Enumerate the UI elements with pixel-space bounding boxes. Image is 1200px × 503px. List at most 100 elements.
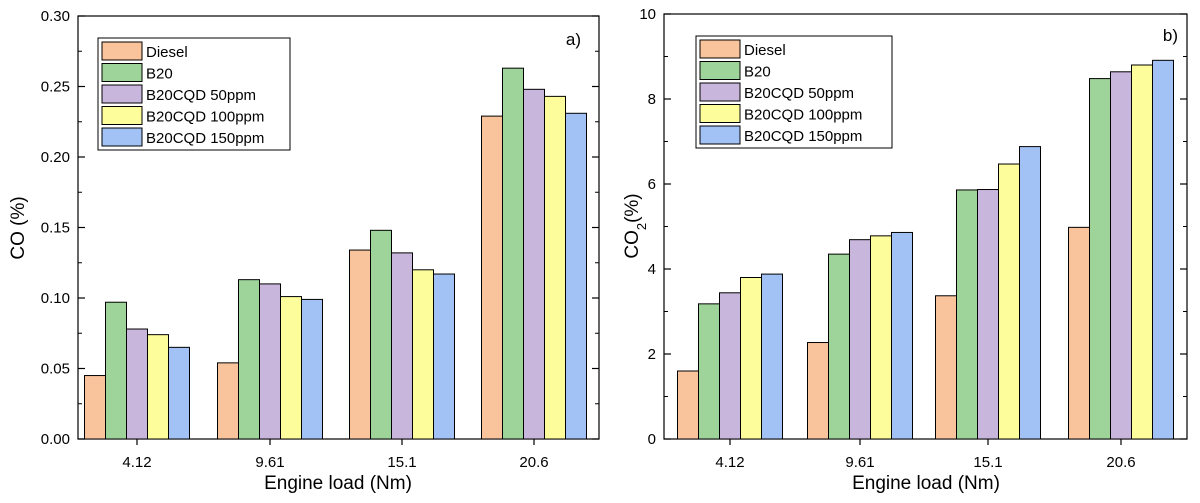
bars-b bbox=[677, 59, 1174, 440]
bar-b-b20cqd-100ppm-9.61 bbox=[870, 235, 892, 440]
bar-b-diesel-4.12 bbox=[677, 370, 699, 440]
y-ticks-a: 0.00 0.05 0.10 0.15 0.20 0.25 0.30 bbox=[41, 8, 599, 448]
y-tick-label-a: 0.30 bbox=[41, 8, 70, 25]
bar-a-b20cqd-150ppm-20.6 bbox=[565, 112, 587, 440]
y-tick-label-b: 0 bbox=[648, 431, 656, 448]
bar-a-b20cqd-100ppm-9.61 bbox=[280, 296, 302, 440]
bar-a-diesel-20.6 bbox=[481, 115, 503, 440]
bars-a bbox=[84, 67, 587, 440]
y-tick-label-b: 10 bbox=[639, 6, 656, 23]
legend-label-a-b20cqd-150ppm: B20CQD 150ppm bbox=[146, 130, 264, 147]
y-axis-label-b-tail: (%) bbox=[622, 193, 643, 223]
bar-a-diesel-9.61 bbox=[217, 362, 239, 440]
legend-swatch-b-diesel bbox=[699, 39, 741, 59]
bar-b-b20-9.61 bbox=[828, 253, 850, 440]
x-tick-label-b: 9.61 bbox=[845, 454, 874, 471]
x-tick-label-b: 15.1 bbox=[973, 454, 1002, 471]
legend-label-a-b20cqd-100ppm: B20CQD 100ppm bbox=[146, 109, 264, 126]
y-axis-label-b-main: CO bbox=[622, 230, 643, 259]
x-tick-label-a: 4.12 bbox=[122, 454, 151, 471]
bar-a-b20cqd-50ppm-15.1 bbox=[391, 252, 413, 440]
y-tick-label-b: 6 bbox=[648, 176, 656, 193]
bar-a-b20cqd-50ppm-4.12 bbox=[126, 328, 148, 440]
y-axis-label-b-sub: 2 bbox=[634, 223, 649, 230]
panel-label-b: b) bbox=[1163, 26, 1178, 45]
bar-a-b20-4.12 bbox=[105, 301, 127, 440]
x-axis-label-a: Engine load (Nm) bbox=[264, 473, 412, 494]
bar-a-b20cqd-50ppm-9.61 bbox=[259, 283, 281, 440]
x-tick-label-a: 9.61 bbox=[255, 454, 284, 471]
legend-label-b-b20: B20 bbox=[744, 64, 771, 81]
legend-swatch-a-diesel bbox=[101, 41, 143, 61]
bar-b-b20-4.12 bbox=[698, 303, 720, 440]
y-tick-label-a: 0.05 bbox=[41, 361, 70, 378]
panel-label-a: a) bbox=[566, 30, 581, 49]
panel-a: 0.00 0.05 0.10 0.15 0.20 0.25 0.30 4.12 9.61 15.… bbox=[8, 8, 600, 494]
bar-b-b20cqd-150ppm-15.1 bbox=[1019, 146, 1041, 440]
legend-label-b-diesel: Diesel bbox=[744, 42, 786, 59]
bar-b-b20-20.6 bbox=[1089, 78, 1111, 440]
legend-label-a-b20cqd-50ppm: B20CQD 50ppm bbox=[146, 87, 256, 104]
bar-a-b20-9.61 bbox=[238, 279, 260, 440]
legend-b: Diesel B20 B20CQD 50ppm B20CQD 100ppm B20CQD… bbox=[695, 35, 893, 149]
bar-b-b20cqd-150ppm-4.12 bbox=[761, 273, 783, 440]
x-tick-label-a: 15.1 bbox=[387, 454, 416, 471]
x-ticks-a: 4.12 9.61 15.1 20.6 bbox=[122, 439, 549, 471]
y-tick-label-a: 0.25 bbox=[41, 79, 70, 96]
bar-b-b20cqd-50ppm-15.1 bbox=[977, 189, 999, 440]
bar-b-b20-15.1 bbox=[956, 189, 978, 440]
legend-label-a-b20: B20 bbox=[146, 66, 173, 83]
y-axis-label-a: CO (%) bbox=[8, 196, 29, 259]
legend-swatch-a-b20cqd-50ppm bbox=[101, 84, 143, 104]
bar-a-b20cqd-150ppm-4.12 bbox=[168, 346, 190, 440]
bar-b-b20cqd-100ppm-20.6 bbox=[1131, 64, 1153, 440]
y-tick-label-a: 0.20 bbox=[41, 149, 70, 166]
bar-b-diesel-15.1 bbox=[935, 295, 957, 440]
bar-b-b20cqd-100ppm-15.1 bbox=[998, 163, 1020, 440]
y-tick-label-b: 2 bbox=[648, 346, 656, 363]
x-tick-label-a: 20.6 bbox=[519, 454, 548, 471]
bar-a-b20cqd-100ppm-15.1 bbox=[412, 269, 434, 440]
bar-a-b20-15.1 bbox=[370, 229, 392, 440]
bar-a-b20cqd-100ppm-4.12 bbox=[147, 334, 169, 440]
legend-label-b-b20cqd-150ppm: B20CQD 150ppm bbox=[744, 128, 862, 145]
y-ticks-b: 0 2 4 6 8 10 bbox=[639, 6, 1187, 448]
x-tick-label-b: 20.6 bbox=[1106, 454, 1135, 471]
bar-b-b20cqd-50ppm-20.6 bbox=[1110, 71, 1132, 440]
bar-a-b20-20.6 bbox=[502, 67, 524, 440]
bar-a-b20cqd-50ppm-20.6 bbox=[523, 88, 545, 440]
bar-b-diesel-9.61 bbox=[807, 342, 829, 440]
bar-b-b20cqd-50ppm-9.61 bbox=[849, 239, 871, 440]
legend-swatch-a-b20 bbox=[101, 63, 143, 82]
bar-b-b20cqd-100ppm-4.12 bbox=[740, 277, 762, 440]
legend-swatch-b-b20cqd-50ppm bbox=[699, 82, 741, 102]
y-tick-label-a: 0.00 bbox=[41, 431, 70, 448]
y-axis-label-a-main: CO (%) bbox=[8, 196, 29, 259]
bar-a-b20cqd-150ppm-15.1 bbox=[433, 273, 455, 440]
x-axis-label-b: Engine load (Nm) bbox=[852, 473, 1000, 494]
bar-b-b20cqd-50ppm-4.12 bbox=[719, 292, 741, 440]
legend-swatch-b-b20cqd-100ppm bbox=[699, 104, 741, 123]
bar-b-diesel-20.6 bbox=[1068, 226, 1090, 440]
x-tick-label-b: 4.12 bbox=[715, 454, 744, 471]
y-tick-label-b: 4 bbox=[648, 261, 656, 278]
bar-a-b20cqd-100ppm-20.6 bbox=[544, 95, 566, 440]
legend-swatch-a-b20cqd-150ppm bbox=[101, 127, 143, 147]
legend-swatch-b-b20cqd-150ppm bbox=[699, 125, 741, 145]
legend-swatch-a-b20cqd-100ppm bbox=[101, 106, 143, 125]
legend-label-b-b20cqd-50ppm: B20CQD 50ppm bbox=[744, 85, 854, 102]
y-tick-label-b: 8 bbox=[648, 91, 656, 108]
legend-swatch-b-b20 bbox=[699, 61, 741, 80]
bar-a-b20cqd-150ppm-9.61 bbox=[301, 298, 323, 440]
y-axis-label-b: CO2(%) bbox=[622, 193, 649, 258]
bar-b-b20cqd-150ppm-20.6 bbox=[1152, 59, 1174, 440]
panel-b: 0 2 4 6 8 10 4.12 9.61 15.1 20.6 b) Engine load … bbox=[622, 6, 1188, 494]
legend-a: Diesel B20 B20CQD 50ppm B20CQD 100ppm B20CQD… bbox=[97, 37, 291, 151]
y-tick-label-a: 0.15 bbox=[41, 220, 70, 237]
x-ticks-b: 4.12 9.61 15.1 20.6 bbox=[715, 439, 1136, 471]
bar-a-diesel-4.12 bbox=[84, 375, 106, 440]
bar-a-diesel-15.1 bbox=[349, 249, 371, 440]
bar-b-b20cqd-150ppm-9.61 bbox=[891, 231, 913, 440]
